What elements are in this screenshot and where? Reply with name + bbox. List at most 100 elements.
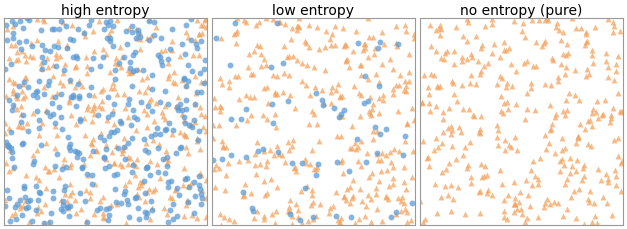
Point bbox=[199, 68, 209, 72]
Point bbox=[393, 43, 403, 46]
Point bbox=[56, 207, 66, 211]
Point bbox=[449, 63, 459, 67]
Point bbox=[145, 174, 155, 177]
Point bbox=[497, 183, 507, 186]
Point bbox=[179, 166, 189, 170]
Point bbox=[32, 39, 42, 42]
Point bbox=[109, 131, 119, 134]
Point bbox=[389, 147, 399, 151]
Point bbox=[252, 210, 262, 213]
Point bbox=[369, 53, 379, 57]
Point bbox=[105, 135, 115, 139]
Point bbox=[603, 181, 613, 185]
Point bbox=[50, 164, 60, 168]
Point bbox=[293, 209, 303, 212]
Point bbox=[64, 99, 74, 102]
Point bbox=[433, 86, 443, 90]
Point bbox=[95, 65, 105, 68]
Point bbox=[88, 138, 98, 141]
Point bbox=[361, 160, 371, 164]
Point bbox=[371, 186, 381, 190]
Point bbox=[377, 152, 387, 155]
Point bbox=[20, 54, 30, 57]
Point bbox=[56, 20, 66, 24]
Point bbox=[492, 124, 502, 128]
Point bbox=[123, 141, 133, 145]
Point bbox=[96, 89, 106, 93]
Point bbox=[507, 85, 517, 88]
Point bbox=[66, 162, 76, 166]
Point bbox=[40, 86, 50, 90]
Point bbox=[285, 38, 295, 42]
Point bbox=[374, 180, 384, 183]
Point bbox=[98, 48, 108, 52]
Point bbox=[356, 115, 366, 118]
Point bbox=[397, 195, 407, 199]
Point bbox=[342, 44, 352, 48]
Point bbox=[186, 123, 196, 126]
Point bbox=[469, 114, 479, 118]
Point bbox=[554, 29, 564, 33]
Point bbox=[101, 147, 111, 151]
Point bbox=[308, 215, 319, 219]
Point bbox=[137, 180, 147, 184]
Point bbox=[31, 91, 41, 95]
Point bbox=[372, 130, 382, 133]
Point bbox=[197, 197, 207, 200]
Point bbox=[87, 183, 97, 186]
Point bbox=[503, 193, 513, 196]
Point bbox=[534, 182, 544, 186]
Point bbox=[446, 183, 456, 187]
Point bbox=[90, 107, 100, 111]
Point bbox=[292, 203, 302, 206]
Point bbox=[19, 81, 29, 85]
Point bbox=[191, 43, 201, 46]
Point bbox=[250, 216, 260, 220]
Point bbox=[374, 111, 384, 115]
Point bbox=[18, 126, 28, 129]
Point bbox=[144, 100, 154, 104]
Point bbox=[557, 31, 567, 35]
Point bbox=[162, 213, 172, 216]
Point bbox=[101, 144, 111, 147]
Point bbox=[234, 98, 244, 101]
Point bbox=[399, 180, 409, 184]
Point bbox=[547, 123, 557, 126]
Point bbox=[418, 139, 428, 143]
Point bbox=[152, 162, 162, 166]
Point bbox=[180, 177, 190, 180]
Point bbox=[155, 101, 165, 105]
Point bbox=[65, 148, 75, 152]
Point bbox=[525, 169, 535, 172]
Point bbox=[4, 146, 14, 149]
Point bbox=[557, 148, 567, 152]
Point bbox=[460, 213, 470, 216]
Point bbox=[483, 61, 493, 65]
Point bbox=[147, 74, 157, 77]
Point bbox=[423, 156, 433, 159]
Point bbox=[45, 114, 55, 118]
Point bbox=[179, 116, 189, 120]
Point bbox=[545, 103, 555, 107]
Point bbox=[404, 80, 414, 83]
Point bbox=[372, 208, 382, 211]
Point bbox=[292, 59, 302, 63]
Point bbox=[31, 176, 41, 180]
Point bbox=[335, 220, 345, 224]
Point bbox=[17, 90, 27, 94]
Point bbox=[385, 151, 395, 155]
Point bbox=[23, 86, 33, 89]
Point bbox=[401, 30, 411, 33]
Point bbox=[20, 199, 30, 203]
Point bbox=[109, 86, 119, 90]
Point bbox=[66, 96, 76, 100]
Point bbox=[354, 218, 364, 221]
Point bbox=[34, 119, 45, 122]
Point bbox=[341, 60, 351, 64]
Point bbox=[87, 109, 97, 112]
Point bbox=[437, 141, 447, 145]
Point bbox=[333, 218, 343, 222]
Point bbox=[82, 64, 92, 68]
Point bbox=[349, 194, 359, 198]
Point bbox=[75, 118, 85, 121]
